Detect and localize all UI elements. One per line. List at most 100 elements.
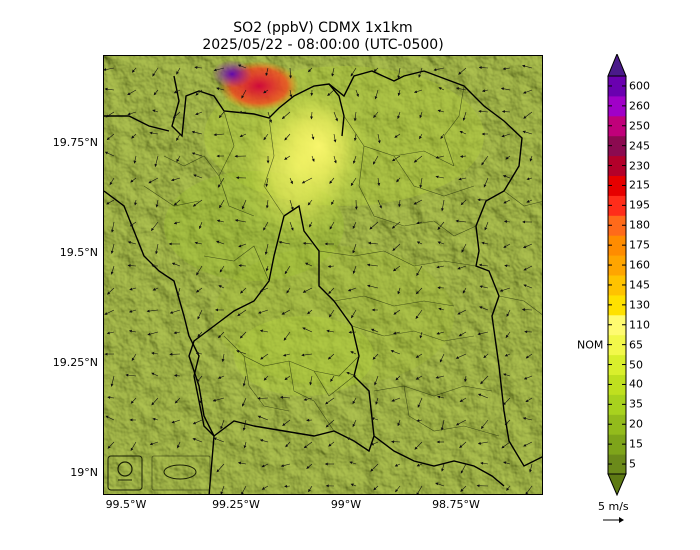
colorbar-segment — [608, 115, 626, 137]
wind-vector-head — [130, 400, 134, 404]
colorbar-label: 65 — [629, 338, 643, 352]
wind-vector-head — [169, 352, 173, 356]
wind-vector-head — [199, 400, 203, 404]
wind-vector-head — [173, 221, 178, 225]
wind-vector-head — [352, 400, 356, 405]
wind-vector-head — [110, 383, 114, 387]
wind-vector-head — [483, 355, 487, 359]
wind-vector-head — [195, 289, 200, 293]
wind-vector-head — [459, 154, 464, 158]
wind-vector-head — [195, 352, 199, 356]
wind-vector-head — [192, 438, 196, 441]
wind-vector-head — [260, 356, 264, 360]
wind-vector-head — [526, 177, 530, 181]
wind-vector-head — [354, 206, 358, 210]
colorbar-segment — [608, 95, 626, 117]
wind-vector-head — [477, 393, 482, 397]
wind-vector-head — [480, 381, 484, 385]
wind-vector-head — [191, 152, 196, 156]
wind-vector-head — [503, 200, 507, 204]
wind-vector-head — [397, 422, 401, 427]
wind-vector-head — [459, 399, 463, 402]
wind-vector-head — [282, 423, 286, 427]
wind-vector-head — [149, 131, 153, 135]
wind-vector-head — [218, 285, 222, 288]
wind-vector-head — [281, 311, 285, 315]
wind-vector-head — [329, 226, 333, 230]
wind-vector-head — [455, 356, 459, 359]
colorbar-segment — [608, 434, 626, 455]
wind-vector-head — [327, 93, 331, 97]
wind-vector-head — [377, 182, 381, 187]
wind-vector-head — [191, 130, 195, 134]
wind-vector-head — [391, 225, 396, 229]
wind-vector-head — [393, 311, 397, 315]
wind-vector-head — [419, 114, 423, 119]
wind-vector-head — [327, 264, 331, 268]
wind-vector-head — [148, 180, 152, 184]
wind-vector-head — [350, 483, 354, 487]
wind-vector-head — [437, 286, 441, 290]
wind-vector-head — [503, 245, 507, 248]
wind-vector-head — [331, 73, 335, 77]
wind-vector-head — [394, 463, 398, 467]
colorbar-segment — [608, 155, 626, 176]
wind-vector-head — [435, 175, 439, 179]
wind-vector-head — [169, 311, 174, 314]
wind-vector-head — [125, 373, 129, 377]
colorbar-segment — [608, 135, 626, 157]
wind-vector-head — [152, 109, 156, 113]
wind-vector-head — [351, 315, 354, 319]
wind-vector-head — [503, 220, 508, 224]
wind-vector-head — [370, 442, 375, 446]
wind-vector-head — [346, 371, 350, 375]
wind-vector-head — [458, 333, 462, 337]
wind-vector-head — [392, 158, 396, 162]
wind-vector-head — [436, 331, 440, 335]
wind-vector-head — [174, 374, 178, 378]
wind-vector-head — [105, 114, 109, 118]
wind-vector-head — [105, 415, 109, 419]
wind-vector-head — [106, 201, 110, 205]
wind-vector-head — [369, 226, 373, 230]
colorbar-label: 600 — [629, 79, 650, 93]
wind-vector-head — [151, 372, 155, 376]
wind-vector-head — [506, 313, 510, 317]
wind-vector-head — [397, 115, 400, 120]
wind-vector-head — [440, 427, 444, 431]
wind-vector-head — [130, 179, 134, 183]
wind-vector-head — [393, 331, 397, 335]
wind-vector-head — [505, 156, 509, 160]
wind-vector-head — [371, 417, 375, 420]
wind-vector-head — [134, 202, 137, 206]
wind-vector-head — [311, 136, 315, 140]
wind-vector-head — [462, 117, 466, 121]
wind-vector-head — [259, 439, 264, 442]
wind-vector-head — [324, 462, 328, 466]
wind-vector-head — [352, 225, 356, 230]
colorbar-segment — [608, 454, 626, 475]
wind-vector-head — [193, 174, 197, 178]
wind-vector-head — [104, 312, 108, 315]
wind-vector-head — [370, 468, 374, 472]
wind-vector-head — [150, 227, 154, 232]
wind-vector-head — [481, 89, 486, 93]
wind-vector-head — [152, 73, 156, 77]
wind-vector-head — [309, 382, 313, 386]
wind-vector-head — [155, 204, 159, 208]
wind-vector-head — [459, 445, 463, 449]
wind-vector-head — [213, 68, 217, 72]
wind-vector-head — [171, 262, 176, 266]
wind-vector-head — [213, 437, 217, 441]
wind-vector-head — [503, 461, 507, 465]
wind-vector-head — [415, 355, 420, 358]
colorbar-label: 50 — [629, 358, 643, 372]
wind-vector-head — [131, 357, 135, 361]
wind-vector-head — [324, 242, 328, 246]
wind-vector-head — [237, 313, 241, 317]
wind-vector-head — [390, 350, 394, 353]
wind-vector-head — [155, 251, 159, 255]
wind-vector-head — [111, 229, 114, 233]
wind-vector-head — [333, 160, 337, 164]
wind-vector-head — [480, 461, 484, 465]
